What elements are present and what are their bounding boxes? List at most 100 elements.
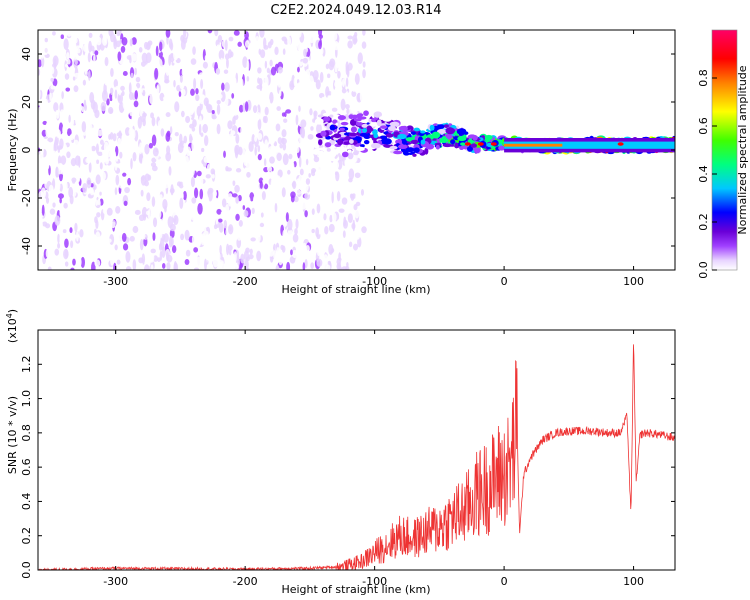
noise-mark (252, 105, 258, 114)
noise-mark (250, 237, 256, 242)
noise-mark (43, 30, 48, 38)
noise-mark (207, 30, 213, 34)
noise-mark (182, 190, 187, 201)
noise-mark (59, 66, 66, 75)
noise-mark (291, 57, 294, 67)
noise-mark (288, 120, 292, 133)
signal-mark (361, 123, 369, 128)
noise-mark (209, 244, 214, 253)
noise-mark (157, 174, 164, 185)
noise-mark (335, 182, 341, 190)
noise-mark (244, 101, 249, 112)
noise-mark (318, 30, 323, 37)
noise-mark (39, 199, 44, 206)
noise-mark (302, 57, 309, 64)
noise-mark (318, 40, 322, 50)
noise-mark (353, 38, 358, 44)
noise-mark (48, 36, 52, 43)
noise-mark (38, 59, 42, 68)
noise-mark (255, 35, 260, 45)
signal-mark (348, 139, 354, 144)
noise-mark (270, 178, 274, 190)
noise-mark (325, 164, 332, 174)
signal-mark (445, 127, 456, 135)
noise-mark (300, 119, 307, 128)
noise-mark (122, 99, 129, 110)
noise-mark (343, 216, 347, 227)
spectrogram-x-ticks: -300 -200 -100 0 100 (103, 30, 644, 288)
signal-mark (348, 132, 358, 137)
noise-mark (361, 226, 367, 234)
noise-mark (45, 197, 50, 204)
signal-mark (370, 142, 381, 149)
noise-mark (277, 76, 281, 88)
noise-mark (250, 167, 254, 175)
noise-mark (256, 250, 262, 262)
noise-mark (96, 252, 103, 257)
noise-mark (63, 202, 68, 209)
noise-mark (316, 188, 322, 194)
noise-mark (203, 97, 209, 107)
noise-mark (252, 30, 256, 37)
signal-mark (457, 136, 467, 142)
noise-mark (138, 142, 143, 155)
noise-mark (315, 227, 320, 238)
noise-mark (331, 191, 334, 204)
noise-mark (277, 66, 283, 74)
noise-mark (76, 48, 81, 54)
noise-mark (179, 197, 184, 210)
noise-mark (276, 152, 282, 162)
noise-mark (136, 82, 141, 89)
noise-mark (279, 203, 283, 214)
noise-mark (187, 110, 191, 116)
noise-mark (351, 90, 357, 97)
noise-mark (355, 192, 359, 202)
noise-mark (132, 225, 139, 234)
noise-mark (228, 133, 234, 141)
noise-mark (87, 52, 91, 63)
noise-mark (258, 78, 263, 87)
noise-mark (200, 78, 204, 90)
noise-mark (275, 123, 281, 132)
noise-mark (212, 249, 216, 259)
signal-mark (413, 127, 420, 132)
noise-mark (260, 212, 264, 218)
noise-mark (281, 211, 287, 216)
noise-mark (64, 73, 70, 80)
noise-mark (62, 143, 68, 156)
noise-mark (134, 209, 141, 215)
noise-mark (194, 226, 201, 238)
noise-mark (62, 231, 68, 237)
signal-mark (420, 130, 426, 134)
y-tick-label: -20 (20, 189, 33, 207)
signal-mark (460, 142, 466, 146)
noise-mark (201, 147, 205, 153)
noise-mark (279, 89, 282, 97)
noise-mark (127, 177, 132, 186)
noise-mark (332, 31, 338, 41)
noise-mark (125, 154, 129, 166)
noise-mark (223, 150, 226, 158)
noise-mark (294, 180, 301, 191)
noise-mark (107, 190, 113, 200)
noise-mark (113, 79, 118, 88)
signal-mark (383, 138, 392, 145)
noise-mark (334, 245, 340, 252)
noise-mark (138, 257, 144, 264)
noise-mark (180, 233, 185, 241)
noise-mark (282, 48, 286, 55)
noise-mark (162, 109, 166, 120)
noise-mark (282, 153, 289, 166)
noise-mark (239, 186, 243, 197)
noise-mark (263, 158, 267, 167)
noise-mark (232, 110, 239, 116)
noise-mark (149, 252, 155, 263)
noise-mark (86, 217, 90, 229)
noise-mark (199, 174, 204, 187)
noise-mark (108, 133, 112, 140)
signal-mark (352, 151, 359, 156)
noise-mark (134, 67, 138, 76)
noise-mark (89, 188, 95, 196)
noise-mark (284, 251, 290, 260)
noise-mark (339, 155, 344, 162)
